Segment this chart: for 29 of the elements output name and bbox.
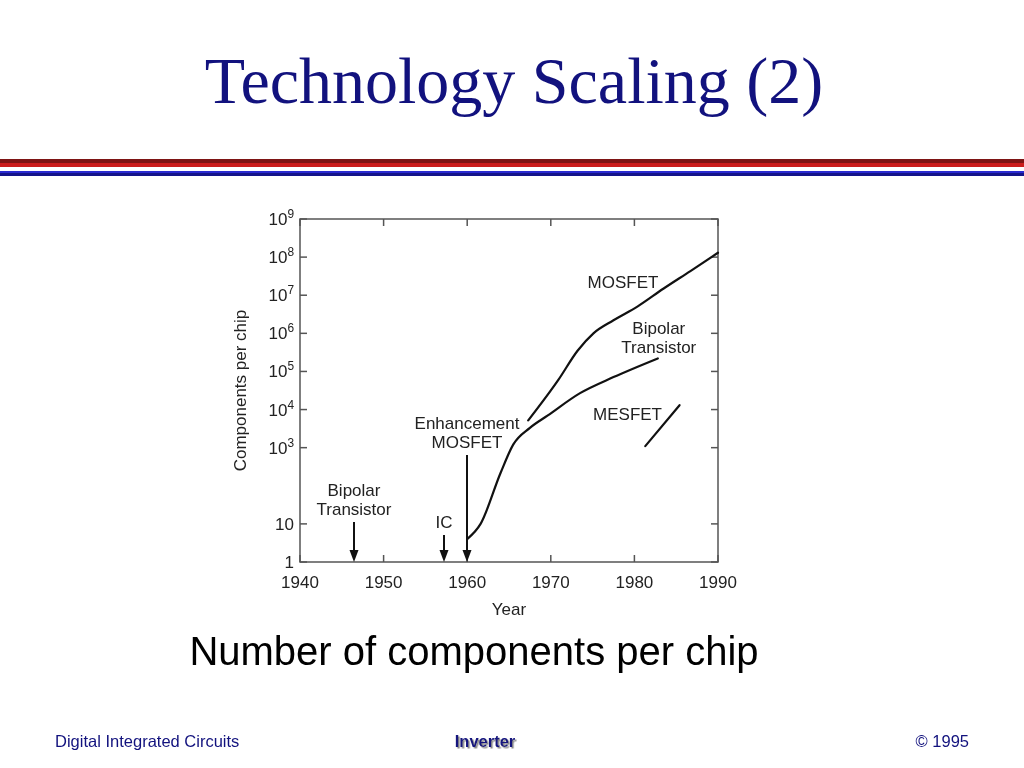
text: Inverter [454, 732, 516, 750]
y-axis-title: Components per chip [231, 309, 250, 472]
x-tick-label: 1940 [281, 573, 319, 592]
y-tick-label: 10$^{7}$ [268, 283, 295, 306]
y-tick-label: 10$^{3}$ [268, 435, 295, 458]
y-tick-label: 10$^{5}$ [268, 359, 295, 382]
x-tick-label: 1990 [699, 573, 737, 592]
x-tick-label: 1980 [615, 573, 654, 592]
y-tick-label: 10$^{6}$ [268, 321, 295, 344]
x-tick-label: 1950 [364, 573, 403, 592]
y-tick-label: 10$^{8}$ [268, 244, 295, 268]
series-label: MOSFET [587, 272, 659, 292]
x-tick-label: 1970 [531, 573, 570, 592]
text: Digital Integrated Circuits [55, 732, 240, 750]
text: © 1995 [915, 732, 969, 750]
chart-title: Technology Scaling (2) [204, 44, 824, 118]
series-label: Bipolar Transistor [621, 319, 697, 358]
x-axis-title: Year [491, 600, 527, 619]
y-tick-label: 10$^{9}$ [268, 206, 295, 229]
x-tick-label: 1960 [448, 573, 487, 592]
y-tick-label: 10$^{4}$ [268, 397, 295, 420]
y-tick-label: 10 [275, 514, 294, 534]
text: Number of components per chip [189, 629, 759, 673]
line-series [527, 251, 720, 422]
annotation: IC [435, 513, 453, 532]
series-label: MESFET [593, 405, 663, 425]
y-tick-label: 1 [284, 553, 294, 572]
annotation: Bipolar Transistor [316, 481, 392, 519]
annotation: Enhancement MOSFET [414, 414, 520, 452]
